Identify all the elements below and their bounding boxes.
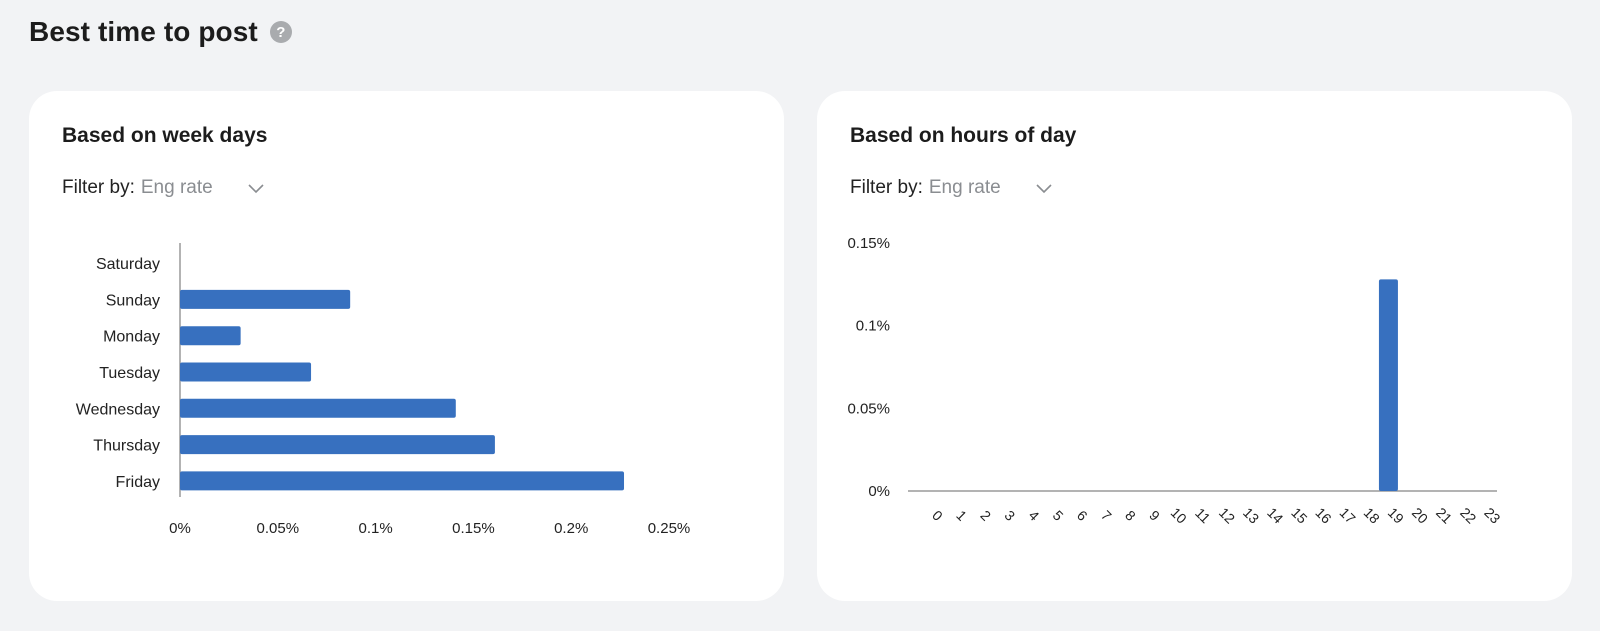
hour-tick-label: 20 [1409,504,1431,526]
hour-tick-label: 4 [1026,507,1043,524]
category-label: Sunday [106,292,160,309]
hour-tick-label: 12 [1216,504,1238,526]
category-label: Friday [116,474,160,491]
hour-tick-label: 23 [1481,504,1503,526]
hour-tick-label: 10 [1168,504,1190,526]
hour-tick-label: 22 [1457,504,1479,526]
hour-tick-label: 19 [1385,504,1407,526]
chevron-down-icon [248,184,264,194]
weekdays-card: Based on week days Filter by: Eng rate S… [29,91,784,601]
x-tick-label: 0.15% [452,520,495,537]
x-tick-label: 0.2% [554,520,588,537]
hour-tick-label: 18 [1361,504,1383,526]
hours-filter-dropdown[interactable]: Eng rate [929,177,1053,199]
bar-sunday [180,289,351,309]
category-label: Tuesday [99,365,160,382]
hours-filter: Filter by: Eng rate [850,177,1053,199]
hour-tick-label: 3 [1002,507,1019,524]
bar-wednesday [180,398,456,418]
x-tick-label: 0.25% [648,520,691,537]
weekdays-filter-dropdown[interactable]: Eng rate [141,177,265,199]
weekdays-filter: Filter by: Eng rate [62,177,265,199]
hour-tick-label: 6 [1074,507,1091,524]
filter-label: Filter by: [850,177,923,198]
hour-tick-label: 5 [1050,507,1067,524]
y-tick-label: 0.1% [856,318,890,335]
hours-card: Based on hours of day Filter by: Eng rat… [817,91,1572,601]
category-label: Monday [103,329,160,346]
bar-friday [180,471,625,491]
hour-tick-label: 15 [1288,504,1310,526]
hour-tick-label: 8 [1122,507,1139,524]
hour-tick-label: 9 [1146,507,1163,524]
y-tick-label: 0.05% [847,400,890,417]
filter-label: Filter by: [62,177,135,198]
x-tick-label: 0% [169,520,191,537]
filter-value: Eng rate [928,177,1001,198]
hour-tick-label: 17 [1337,504,1359,526]
hour-tick-label: 2 [977,507,994,524]
hour-tick-label: 0 [929,507,946,524]
hour-tick-label: 16 [1312,504,1334,526]
y-tick-label: 0% [868,483,890,500]
hour-tick-label: 21 [1433,504,1455,526]
x-tick-label: 0.05% [257,520,300,537]
chevron-down-icon [1036,184,1052,194]
bar-tuesday [180,362,312,382]
hours-card-title: Based on hours of day [850,124,1077,147]
category-label: Thursday [93,438,160,455]
weekdays-bar-chart: Saturday Sunday Monday Tuesday Wednesday Thur… [76,243,691,537]
category-label: Saturday [96,256,160,273]
x-tick-label: 0.1% [358,520,392,537]
page-title: Best time to post [29,16,258,47]
bar-thursday [180,435,495,455]
bar-hour-19 [1378,279,1398,491]
hour-tick-label: 14 [1264,504,1286,526]
y-tick-label: 0.15% [847,235,890,252]
category-label: Wednesday [76,401,160,418]
hour-tick-label: 11 [1192,505,1214,527]
hour-tick-label: 7 [1098,507,1115,524]
hours-bar-chart: 0%0.05%0.1%0.15%0 1 2 3 4 5 6 7 8 9 10 11 12 13 14 15 16… [847,235,1503,527]
page-header: Best time to post ? [29,12,292,52]
weekdays-card-title: Based on week days [62,124,268,147]
filter-value: Eng rate [140,177,213,198]
bar-monday [180,326,241,346]
hour-tick-label: 13 [1240,504,1262,526]
hour-tick-label: 1 [953,507,970,524]
help-icon[interactable]: ? [269,21,292,43]
